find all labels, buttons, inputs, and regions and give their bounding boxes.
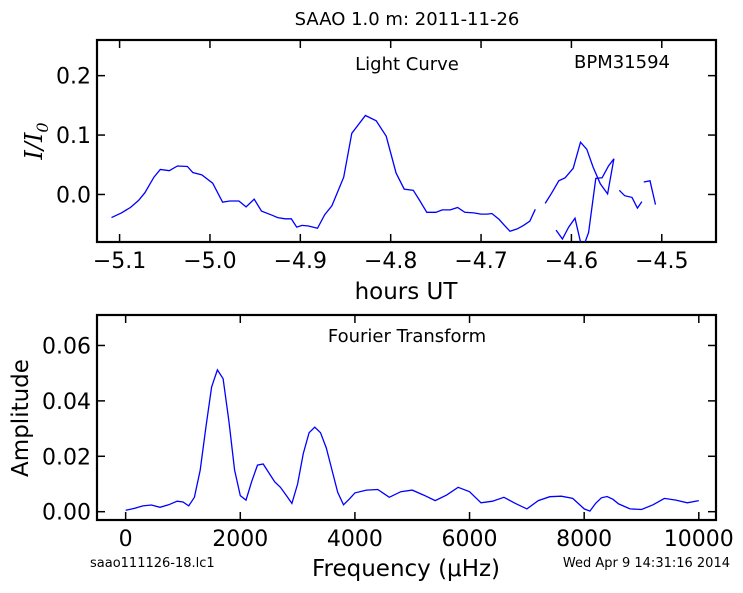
fourier-xtick-label: 0 [119, 527, 133, 552]
fourier-xtick-label: 8000 [556, 527, 612, 552]
footer-filename: saao111126-18.lc1 [90, 556, 215, 571]
fourier-series [125, 368, 699, 512]
light-curve-xtick-label: −4.7 [454, 249, 507, 274]
light-curve-ticks: −5.1 −5.0 −4.9 −4.8 −4.7 −4.6 −4.5 0.0 0.1 0.2 [56, 40, 716, 274]
light-curve-xtick-label: −5.0 [183, 249, 236, 274]
light-curve-series [111, 114, 657, 242]
light-curve-series-line [544, 140, 615, 204]
light-curve-xlabel: hours UT [355, 279, 459, 305]
light-curve-xtick-label: −4.8 [364, 249, 417, 274]
light-curve-ytick-label: 0.0 [56, 183, 91, 208]
fourier-ytick-label: 0.06 [42, 334, 91, 359]
fourier-ytick-label: 0.02 [42, 445, 91, 470]
fourier-ytick-label: 0.04 [42, 390, 91, 415]
fourier-xtick-label: 6000 [442, 527, 498, 552]
light-curve-series-line [111, 114, 536, 233]
fourier-series-line [125, 368, 699, 512]
light-curve-ytick-label: 0.2 [56, 65, 91, 90]
light-curve-title: Light Curve [355, 54, 459, 75]
fourier-panel: Fourier Transform Frequency (μHz) Amplit… [8, 313, 734, 582]
light-curve-ytick-label: 0.1 [56, 124, 91, 149]
fourier-xtick-label: 4000 [327, 527, 383, 552]
light-curve-ylabel: I/I0 [20, 122, 52, 160]
fourier-axes-frame [95, 313, 718, 522]
fourier-xtick-label: 10000 [664, 527, 734, 552]
light-curve-axes-frame [95, 38, 718, 244]
light-curve-ylabel-subscript: 0 [33, 122, 52, 132]
fourier-ylabel: Amplitude [8, 359, 34, 477]
light-curve-series-line [618, 189, 643, 210]
fourier-ylabel-text: Amplitude [8, 359, 34, 477]
fourier-ytick-label: 0.00 [42, 501, 91, 526]
light-curve-ylabel-text: I/I0 [20, 122, 52, 160]
fourier-xtick-label: 2000 [212, 527, 268, 552]
light-curve-xtick-label: −4.9 [274, 249, 327, 274]
light-curve-xtick-label: −4.6 [545, 249, 598, 274]
light-curve-xtick-label: −4.5 [635, 249, 688, 274]
fourier-title: Fourier Transform [328, 326, 486, 347]
light-curve-series-line [555, 158, 615, 242]
fourier-ticks: 0 2000 4000 6000 8000 10000 0.00 0.02 0.04 0.06 [42, 315, 734, 552]
light-curve-target-label: BPM31594 [574, 52, 670, 73]
figure-suptitle: SAAO 1.0 m: 2011-11-26 [295, 9, 520, 30]
fourier-xlabel: Frequency (μHz) [312, 556, 500, 582]
light-curve-panel: Light Curve BPM31594 hours UT I/I0 −5.1−… [20, 38, 718, 305]
footer-timestamp: Wed Apr 9 14:31:16 2014 [563, 556, 730, 571]
light-curve-series-line [643, 180, 657, 205]
light-curve-xtick-label: −5.1 [93, 249, 146, 274]
